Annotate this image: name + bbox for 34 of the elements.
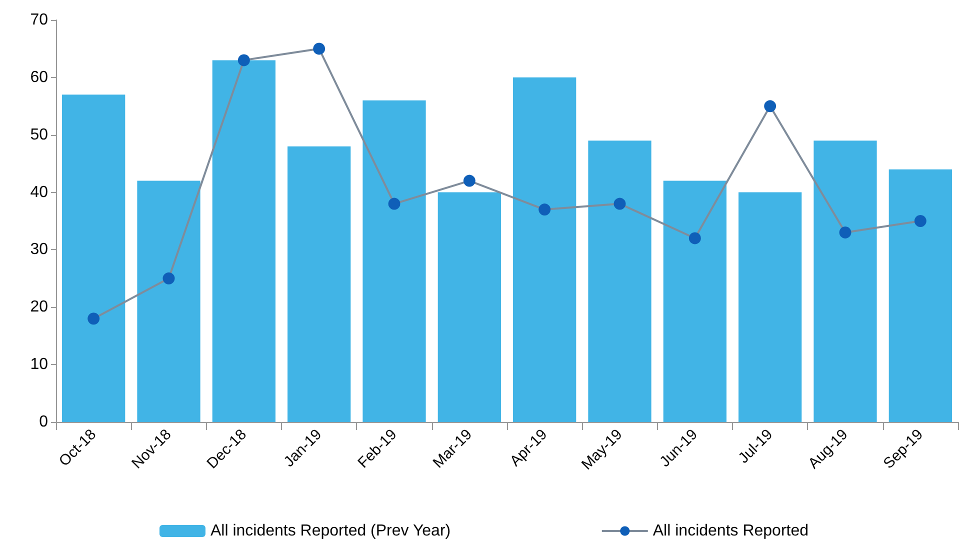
- bar: [438, 192, 501, 422]
- bar: [588, 140, 652, 422]
- point: [914, 215, 926, 227]
- point: [238, 54, 250, 66]
- bar: [137, 180, 200, 422]
- bar: [288, 146, 351, 422]
- y-tick-label: 70: [30, 12, 48, 28]
- y-tick-label: 50: [30, 126, 48, 144]
- bar: [738, 192, 802, 422]
- y-tick-label: 0: [39, 414, 48, 430]
- y-tick-label: 40: [30, 184, 48, 201]
- y-tick-label: 60: [30, 68, 48, 86]
- y-tick-label: 20: [30, 298, 48, 316]
- legend-label: All incidents Reported (Prev Year): [210, 522, 451, 540]
- bar: [362, 100, 426, 422]
- bar: [888, 169, 952, 422]
- point: [313, 42, 326, 55]
- bar: [814, 140, 877, 422]
- bar: [212, 60, 276, 422]
- bar: [663, 180, 726, 422]
- point: [162, 272, 175, 284]
- point: [463, 174, 476, 187]
- point: [88, 312, 100, 325]
- y-tick-label: 30: [30, 241, 48, 258]
- y-tick-label: 10: [30, 356, 48, 374]
- legend-label: All incidents Reported: [652, 522, 809, 540]
- point: [764, 100, 776, 112]
- point: [614, 198, 626, 210]
- point: [538, 204, 551, 216]
- bar: [513, 77, 576, 422]
- point: [688, 232, 701, 244]
- point: [388, 198, 400, 210]
- bar: [62, 94, 126, 422]
- point: [839, 226, 852, 238]
